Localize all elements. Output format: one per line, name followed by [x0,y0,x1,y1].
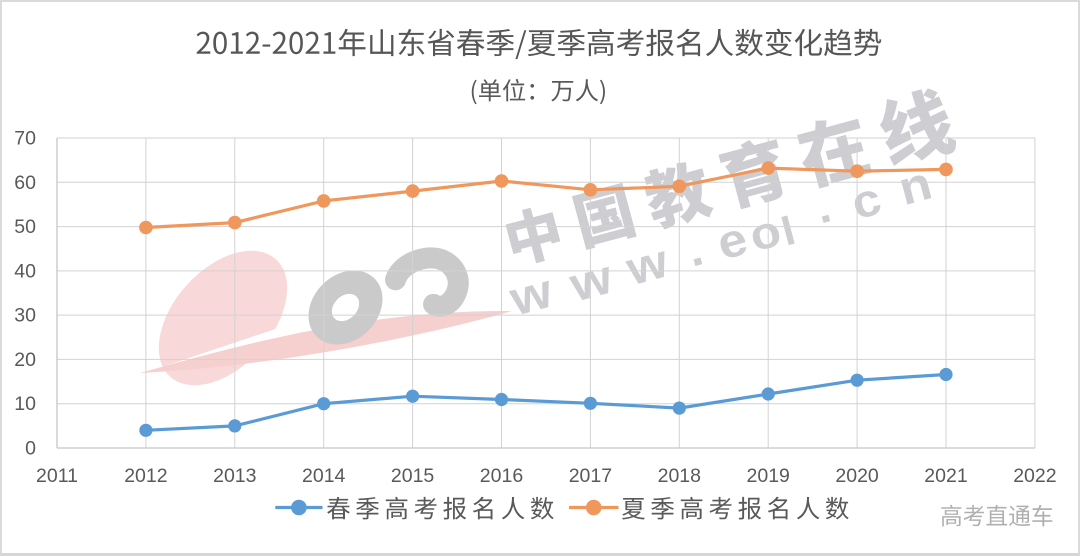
svg-text:30: 30 [14,305,36,327]
svg-text:2011: 2011 [36,465,78,487]
svg-text:2014: 2014 [302,465,346,487]
svg-text:2012: 2012 [124,465,167,487]
svg-text:0: 0 [25,438,36,460]
svg-text:2018: 2018 [658,465,701,487]
svg-text:40: 40 [14,260,36,282]
svg-text:2021: 2021 [924,465,967,487]
svg-text:60: 60 [14,172,36,194]
svg-text:2019: 2019 [747,465,790,487]
svg-text:2020: 2020 [835,465,879,487]
svg-text:50: 50 [14,216,36,238]
svg-text:2013: 2013 [213,465,256,487]
svg-text:2015: 2015 [391,465,435,487]
svg-text:2016: 2016 [480,465,523,487]
svg-text:10: 10 [14,393,36,415]
svg-text:20: 20 [14,349,36,371]
svg-text:70: 70 [14,128,36,150]
svg-text:2017: 2017 [569,465,612,487]
svg-text:2022: 2022 [1013,465,1056,487]
